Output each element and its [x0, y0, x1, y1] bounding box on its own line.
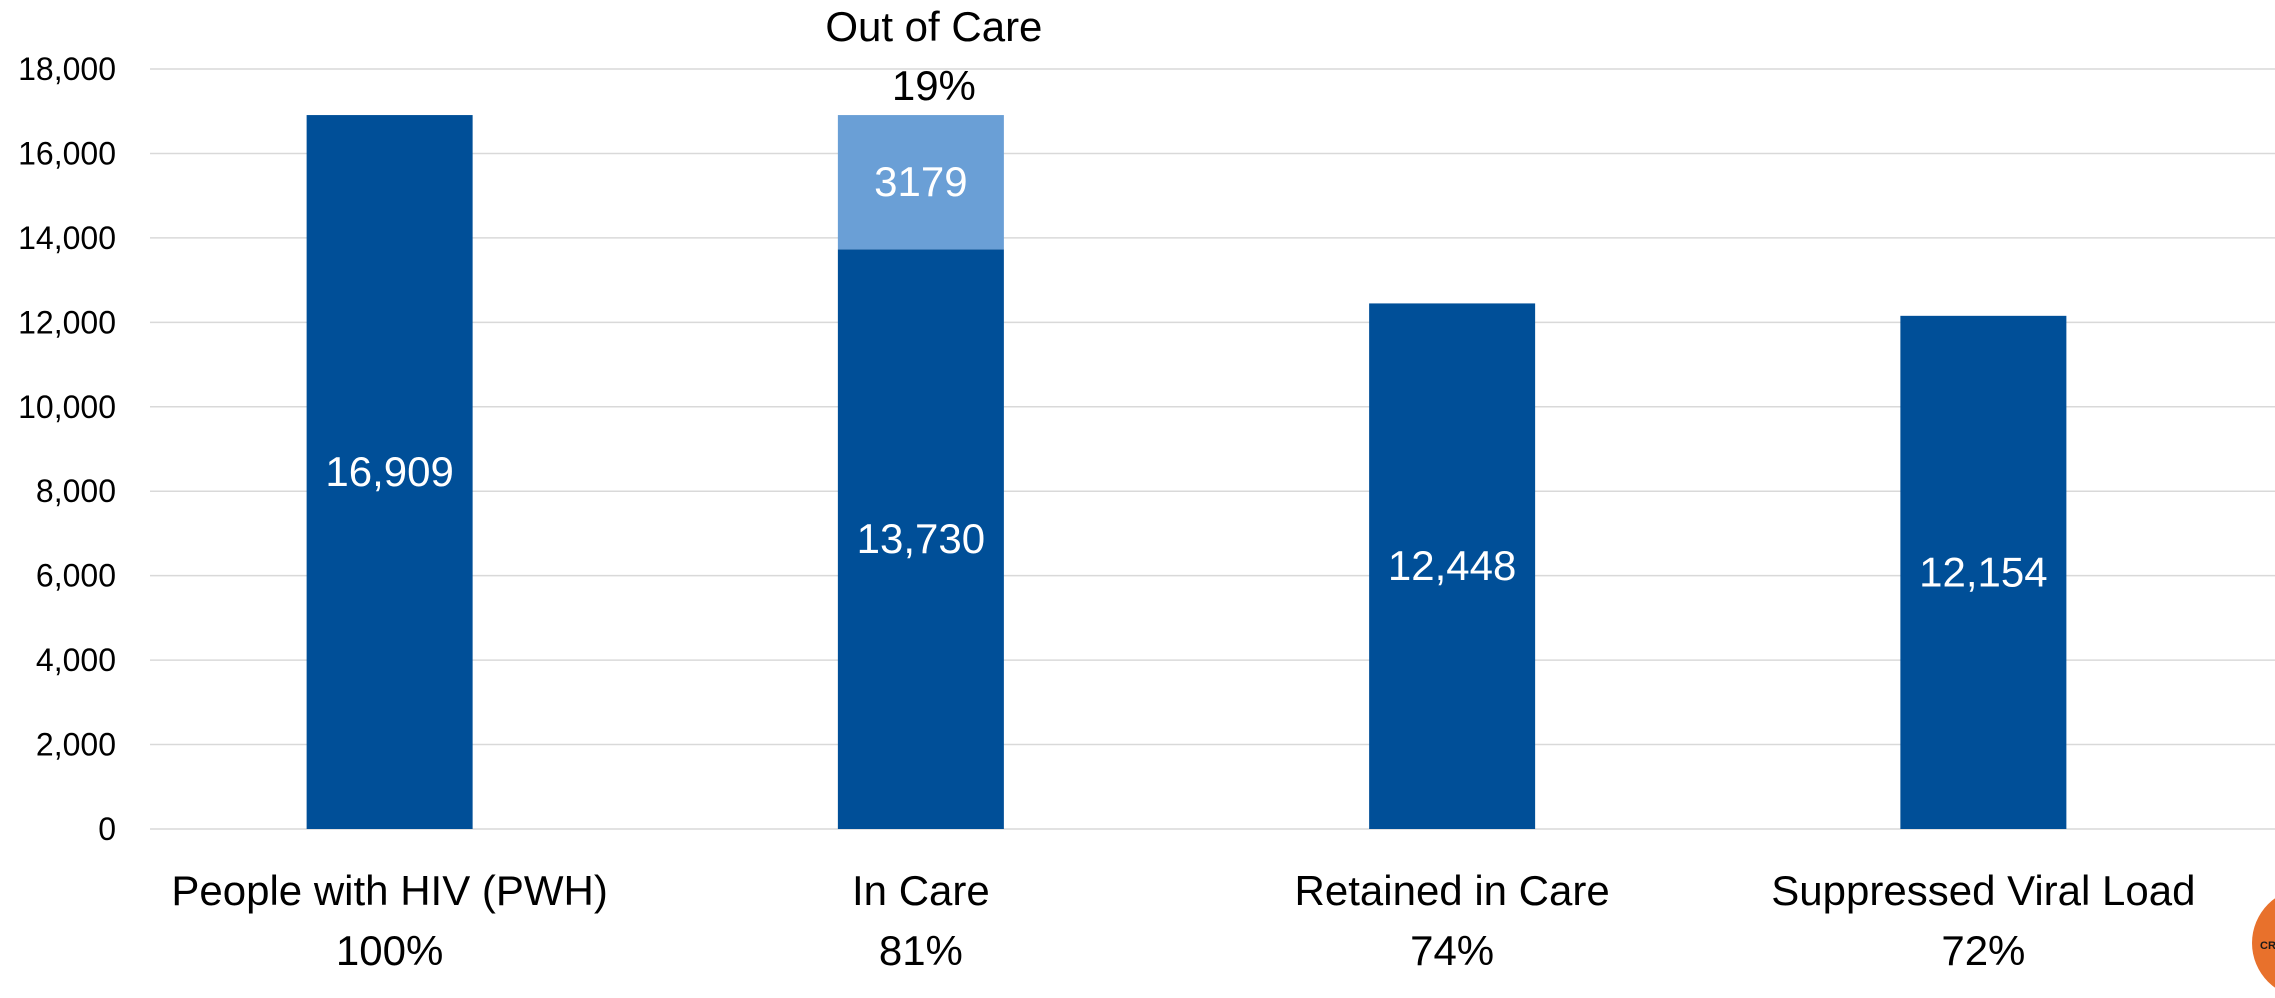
bar-base [1900, 315, 2067, 829]
annotation-title: Out of Care [825, 3, 1042, 50]
logo-text: CR [2260, 940, 2275, 952]
bar-base [1369, 303, 1536, 829]
data-label: 13,730 [857, 515, 985, 562]
x-category-label: In Care [852, 867, 990, 914]
annotation-percent: 19% [892, 62, 976, 109]
x-category-label: People with HIV (PWH) [171, 867, 607, 914]
y-tick-label: 18,000 [18, 51, 116, 87]
x-category-label: Retained in Care [1295, 867, 1610, 914]
gridlines [150, 68, 2275, 830]
y-tick-label: 12,000 [18, 304, 116, 340]
x-axis-labels: People with HIV (PWH) 100% In Care 81% Retai… [171, 867, 2195, 974]
data-label: 12,154 [1919, 548, 2047, 595]
data-labels: 16,909 13,730 3179 12,448 12,154 [325, 158, 2047, 595]
bars [306, 115, 2067, 830]
data-label-stacked: 3179 [874, 158, 967, 205]
data-label: 16,909 [325, 448, 453, 495]
y-axis-tick-labels: 0 2,000 4,000 6,000 8,000 10,000 12,000 14,000 1… [18, 51, 116, 847]
y-tick-label: 4,000 [36, 642, 116, 678]
y-tick-label: 6,000 [36, 558, 116, 594]
x-percent-label: 72% [1941, 927, 2025, 970]
data-label: 12,448 [1388, 542, 1516, 589]
y-tick-label: 16,000 [18, 135, 116, 171]
bar-base [306, 115, 473, 829]
bar-base [837, 249, 1004, 830]
x-percent-label: 81% [879, 927, 963, 970]
y-tick-label: 0 [98, 811, 116, 847]
x-category-label: Suppressed Viral Load [1771, 867, 2195, 914]
bar-stacked [837, 115, 1004, 250]
y-tick-label: 2,000 [36, 727, 116, 763]
x-percent-label: 74% [1410, 927, 1494, 970]
y-tick-label: 14,000 [18, 220, 116, 256]
y-tick-label: 10,000 [18, 389, 116, 425]
y-tick-label: 8,000 [36, 473, 116, 509]
x-percent-label: 100% [336, 927, 443, 970]
chart-container: 0 2,000 4,000 6,000 8,000 10,000 12,000 14,000 1… [18, 3, 2275, 998]
out-of-care-annotation: Out of Care 19% [825, 3, 1042, 109]
bar-chart: 0 2,000 4,000 6,000 8,000 10,000 12,000 14,000 1… [18, 3, 2275, 974]
